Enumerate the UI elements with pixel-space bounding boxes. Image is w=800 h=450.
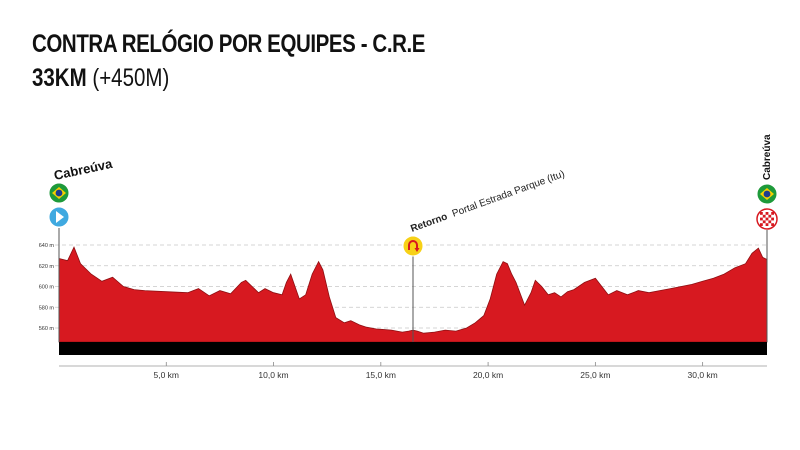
y-tick-label: 560 m — [39, 326, 55, 332]
turnaround-location-label: Portal Estrada Parque (Itu) — [451, 169, 567, 220]
play-icon-triangle — [56, 211, 64, 223]
page-title: CONTRA RELÓGIO POR EQUIPES - C.R.E — [32, 30, 426, 58]
turnaround-bold-label: Retorno — [409, 211, 449, 234]
x-tick-label: 25,0 km — [580, 370, 610, 380]
x-tick-label: 15,0 km — [366, 370, 396, 380]
x-tick-label: 20,0 km — [473, 370, 503, 380]
checkered-square — [771, 217, 774, 221]
turnaround-label: Retorno Portal Estrada Parque (Itu) — [409, 169, 566, 235]
checkered-square — [760, 223, 763, 226]
x-axis-ticks: 5,0 km 10,0 km 15,0 km 20,0 km 25,0 km 30,0 k… — [154, 362, 718, 380]
checkered-square — [768, 214, 772, 218]
checkered-square — [771, 223, 774, 226]
start-town-label: Cabreúva — [53, 156, 115, 183]
checkered-square — [765, 217, 769, 221]
y-tick-label: 620 m — [39, 264, 55, 270]
checkered-square — [768, 220, 772, 224]
checkered-square — [771, 212, 774, 215]
brazil-flag-icon — [756, 183, 778, 205]
flag-globe — [763, 190, 771, 198]
brazil-flag-icon — [48, 182, 70, 204]
u-turn-icon — [402, 235, 424, 257]
y-tick-label: 600 m — [39, 285, 55, 291]
checkered-square — [760, 212, 763, 215]
u-turn-arrowhead — [414, 248, 420, 252]
checkered-square — [765, 223, 769, 226]
checkered-square — [765, 212, 769, 215]
stage-distance: 33KM (+450M) — [32, 64, 169, 93]
checkered-square — [762, 214, 766, 218]
finish-town-label: Cabreúva — [762, 134, 773, 180]
distance-value: 33KM — [32, 64, 87, 92]
y-axis-labels: 560 m 580 m 600 m 620 m 640 m — [39, 243, 55, 332]
y-tick-label: 580 m — [39, 305, 55, 311]
flag-globe — [55, 189, 63, 197]
x-tick-label: 30,0 km — [688, 370, 718, 380]
u-turn-arrow — [408, 240, 418, 250]
elevation-gain: (+450M) — [92, 64, 170, 92]
checkered-square — [762, 220, 766, 224]
x-tick-label: 5,0 km — [154, 370, 180, 380]
u-turn-background — [402, 235, 424, 257]
checkered-square — [760, 217, 763, 221]
play-icon — [48, 206, 70, 228]
y-tick-label: 640 m — [39, 243, 55, 249]
x-tick-label: 10,0 km — [258, 370, 288, 380]
profile-base-bar — [59, 342, 767, 355]
elevation-profile-area — [58, 246, 768, 343]
checkered-flag-icon — [756, 208, 778, 230]
